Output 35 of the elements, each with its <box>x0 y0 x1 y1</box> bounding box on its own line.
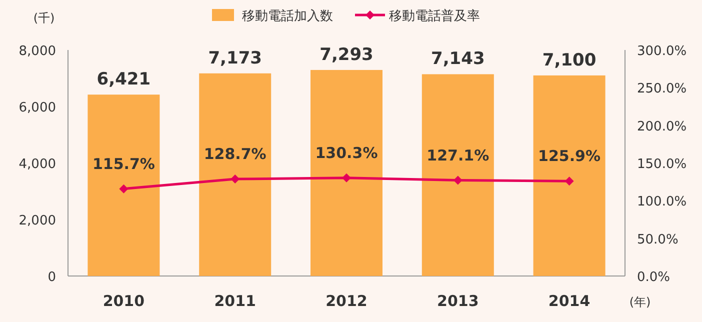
x-tick-label: 2013 <box>437 292 479 310</box>
x-tick-label: 2014 <box>548 292 590 310</box>
data-label: 128.7% <box>204 145 266 164</box>
point <box>564 176 574 186</box>
x-tick-label: 2012 <box>326 292 368 310</box>
y2-tick-label: 250.0% <box>637 82 687 97</box>
data-label: 7,143 <box>431 49 485 70</box>
data-label: 127.1% <box>426 146 490 164</box>
data-label: 125.9% <box>538 147 601 166</box>
y2-tick-label: 300.0% <box>637 44 687 59</box>
y-tick-label: 6,000 <box>18 100 56 116</box>
y-tick-label: 8,000 <box>18 44 56 59</box>
x-axis-title: (年) <box>629 295 651 309</box>
data-label: 6,421 <box>96 70 151 90</box>
y-tick-label: 0 <box>48 270 56 285</box>
data-label: 115.7% <box>92 154 155 173</box>
x-tick-label: 2010 <box>102 292 145 310</box>
y2-tick-label: 200.0% <box>637 119 687 134</box>
data-label: 7,100 <box>542 50 596 70</box>
y2-tick-label: 100.0% <box>637 194 687 210</box>
legend-label: 移動電話普及率 <box>389 8 480 24</box>
point <box>119 184 128 194</box>
x-tick-label: 2011 <box>214 292 256 310</box>
data-label: 130.3% <box>315 144 378 162</box>
y2-tick-label: 150.0% <box>637 157 687 172</box>
y-tick-label: 4,000 <box>18 157 56 172</box>
y2-tick-label: 50.0% <box>637 232 678 248</box>
y-axis-title: (千) <box>33 11 55 25</box>
data-label: 7,293 <box>320 44 374 65</box>
legend-label: 移動電話加入数 <box>242 9 333 24</box>
point <box>453 176 462 185</box>
data-label: 7,173 <box>208 48 262 68</box>
y2-tick-label: 0.0% <box>637 270 670 285</box>
y-tick-label: 2,000 <box>18 214 56 228</box>
point <box>342 173 351 182</box>
